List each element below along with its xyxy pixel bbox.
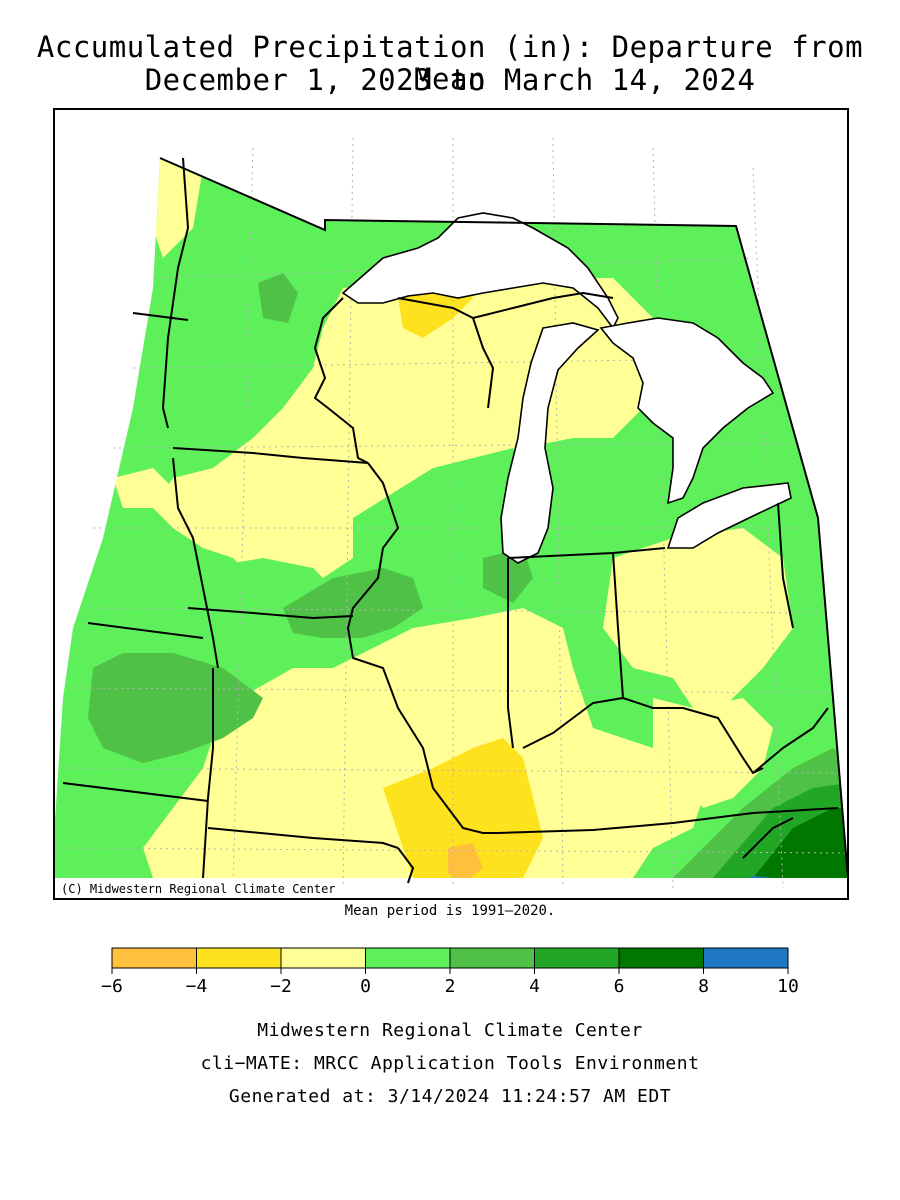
legend-bin [365, 947, 451, 969]
zone-minus2-0-southeast [653, 698, 773, 808]
zone-0-2-midwest [353, 448, 533, 588]
border-mo-ky [447, 807, 498, 834]
legend-tick-label: 6 [614, 976, 625, 997]
border-ne-ia [172, 457, 219, 669]
legend-tick-label: −4 [186, 976, 208, 997]
zone-minus2-0-central-south [143, 608, 703, 878]
zone-2-4-west [88, 653, 263, 763]
border-va-nc [742, 817, 794, 859]
copyright-box [55, 878, 337, 898]
lake-erie [666, 482, 792, 549]
border-wv-va [752, 707, 829, 774]
zone-minus2-0-westnorth [153, 158, 203, 258]
zone-2-4-central [283, 568, 423, 638]
graticule [57, 137, 849, 889]
legend-bin [703, 947, 789, 969]
zone-minus2-0-west-tip [113, 468, 173, 508]
border-in-oh [612, 552, 624, 699]
lake-huron [599, 317, 775, 505]
border-mo-ia [187, 607, 354, 619]
zone-6-8-southeast [753, 808, 848, 878]
zone-minus2-0-east [603, 528, 793, 708]
legend-colorbar: −6 −4 −2 0 2 4 6 8 10 [101, 947, 799, 997]
border-oh-pa [777, 502, 794, 629]
border-sd-ia [132, 312, 189, 321]
border-mo-ar [207, 827, 399, 849]
chart-subtitle-dates: December 1, 2023 to March 14, 2024 [144, 63, 756, 97]
legend-bin [534, 947, 620, 969]
border-mo-il-south [397, 847, 414, 884]
domain-outline [159, 157, 849, 879]
border-mi-up [472, 292, 614, 319]
border-oh-ky [522, 697, 764, 774]
chart-title: Accumulated Precipitation (in): Departur… [36, 30, 864, 96]
border-ks-ne [87, 622, 204, 639]
zone-8-10-spot [738, 876, 773, 878]
zone-minus4-minus2-south [383, 738, 543, 878]
copyright-text: (C) Midwestern Regional Climate Center [61, 882, 336, 896]
legend-bin [449, 947, 535, 969]
border-ks-ok [62, 782, 209, 802]
legend-tick-label: 8 [698, 976, 709, 997]
great-lakes [341, 212, 792, 564]
zone-2-4-northwest-spot [258, 273, 298, 323]
legend-tick-label: 2 [445, 976, 456, 997]
legend-tick-label: 10 [777, 976, 799, 997]
precipitation-departure-map: (C) Midwestern Regional Climate Center [53, 108, 849, 900]
state-borders [62, 157, 839, 884]
border-wi-mi [397, 297, 494, 409]
border-ia-il [347, 462, 449, 809]
footer-generated: Generated at: 3/14/2024 11:24:57 AM EDT [228, 1086, 672, 1107]
legend-tick-label: −2 [270, 976, 292, 997]
legend-tick-label: 0 [360, 976, 371, 997]
legend-bin [280, 947, 366, 969]
footer-tool: cli−MATE: MRCC Application Tools Environ… [200, 1053, 700, 1074]
border-nd-mn-sd [162, 157, 189, 429]
border-ks-mo [202, 668, 214, 879]
border-mn-wi [314, 297, 369, 464]
legend-bin [196, 947, 282, 969]
footer-organization: Midwestern Regional Climate Center [257, 1020, 643, 1041]
mean-period-note: Mean period is 1991–2020. [344, 903, 556, 919]
lake-michigan [500, 322, 600, 564]
legend-bin [111, 947, 197, 969]
map-frame [53, 108, 849, 900]
legend-bin [618, 947, 704, 969]
legend-tick-label: 4 [529, 976, 540, 997]
border-ia-mn-north [172, 447, 369, 464]
legend-tick-label: −6 [101, 976, 123, 997]
border-ky-tn [497, 807, 839, 834]
border-il-in [507, 558, 514, 749]
zone-minus6-minus4-spot [448, 843, 483, 878]
